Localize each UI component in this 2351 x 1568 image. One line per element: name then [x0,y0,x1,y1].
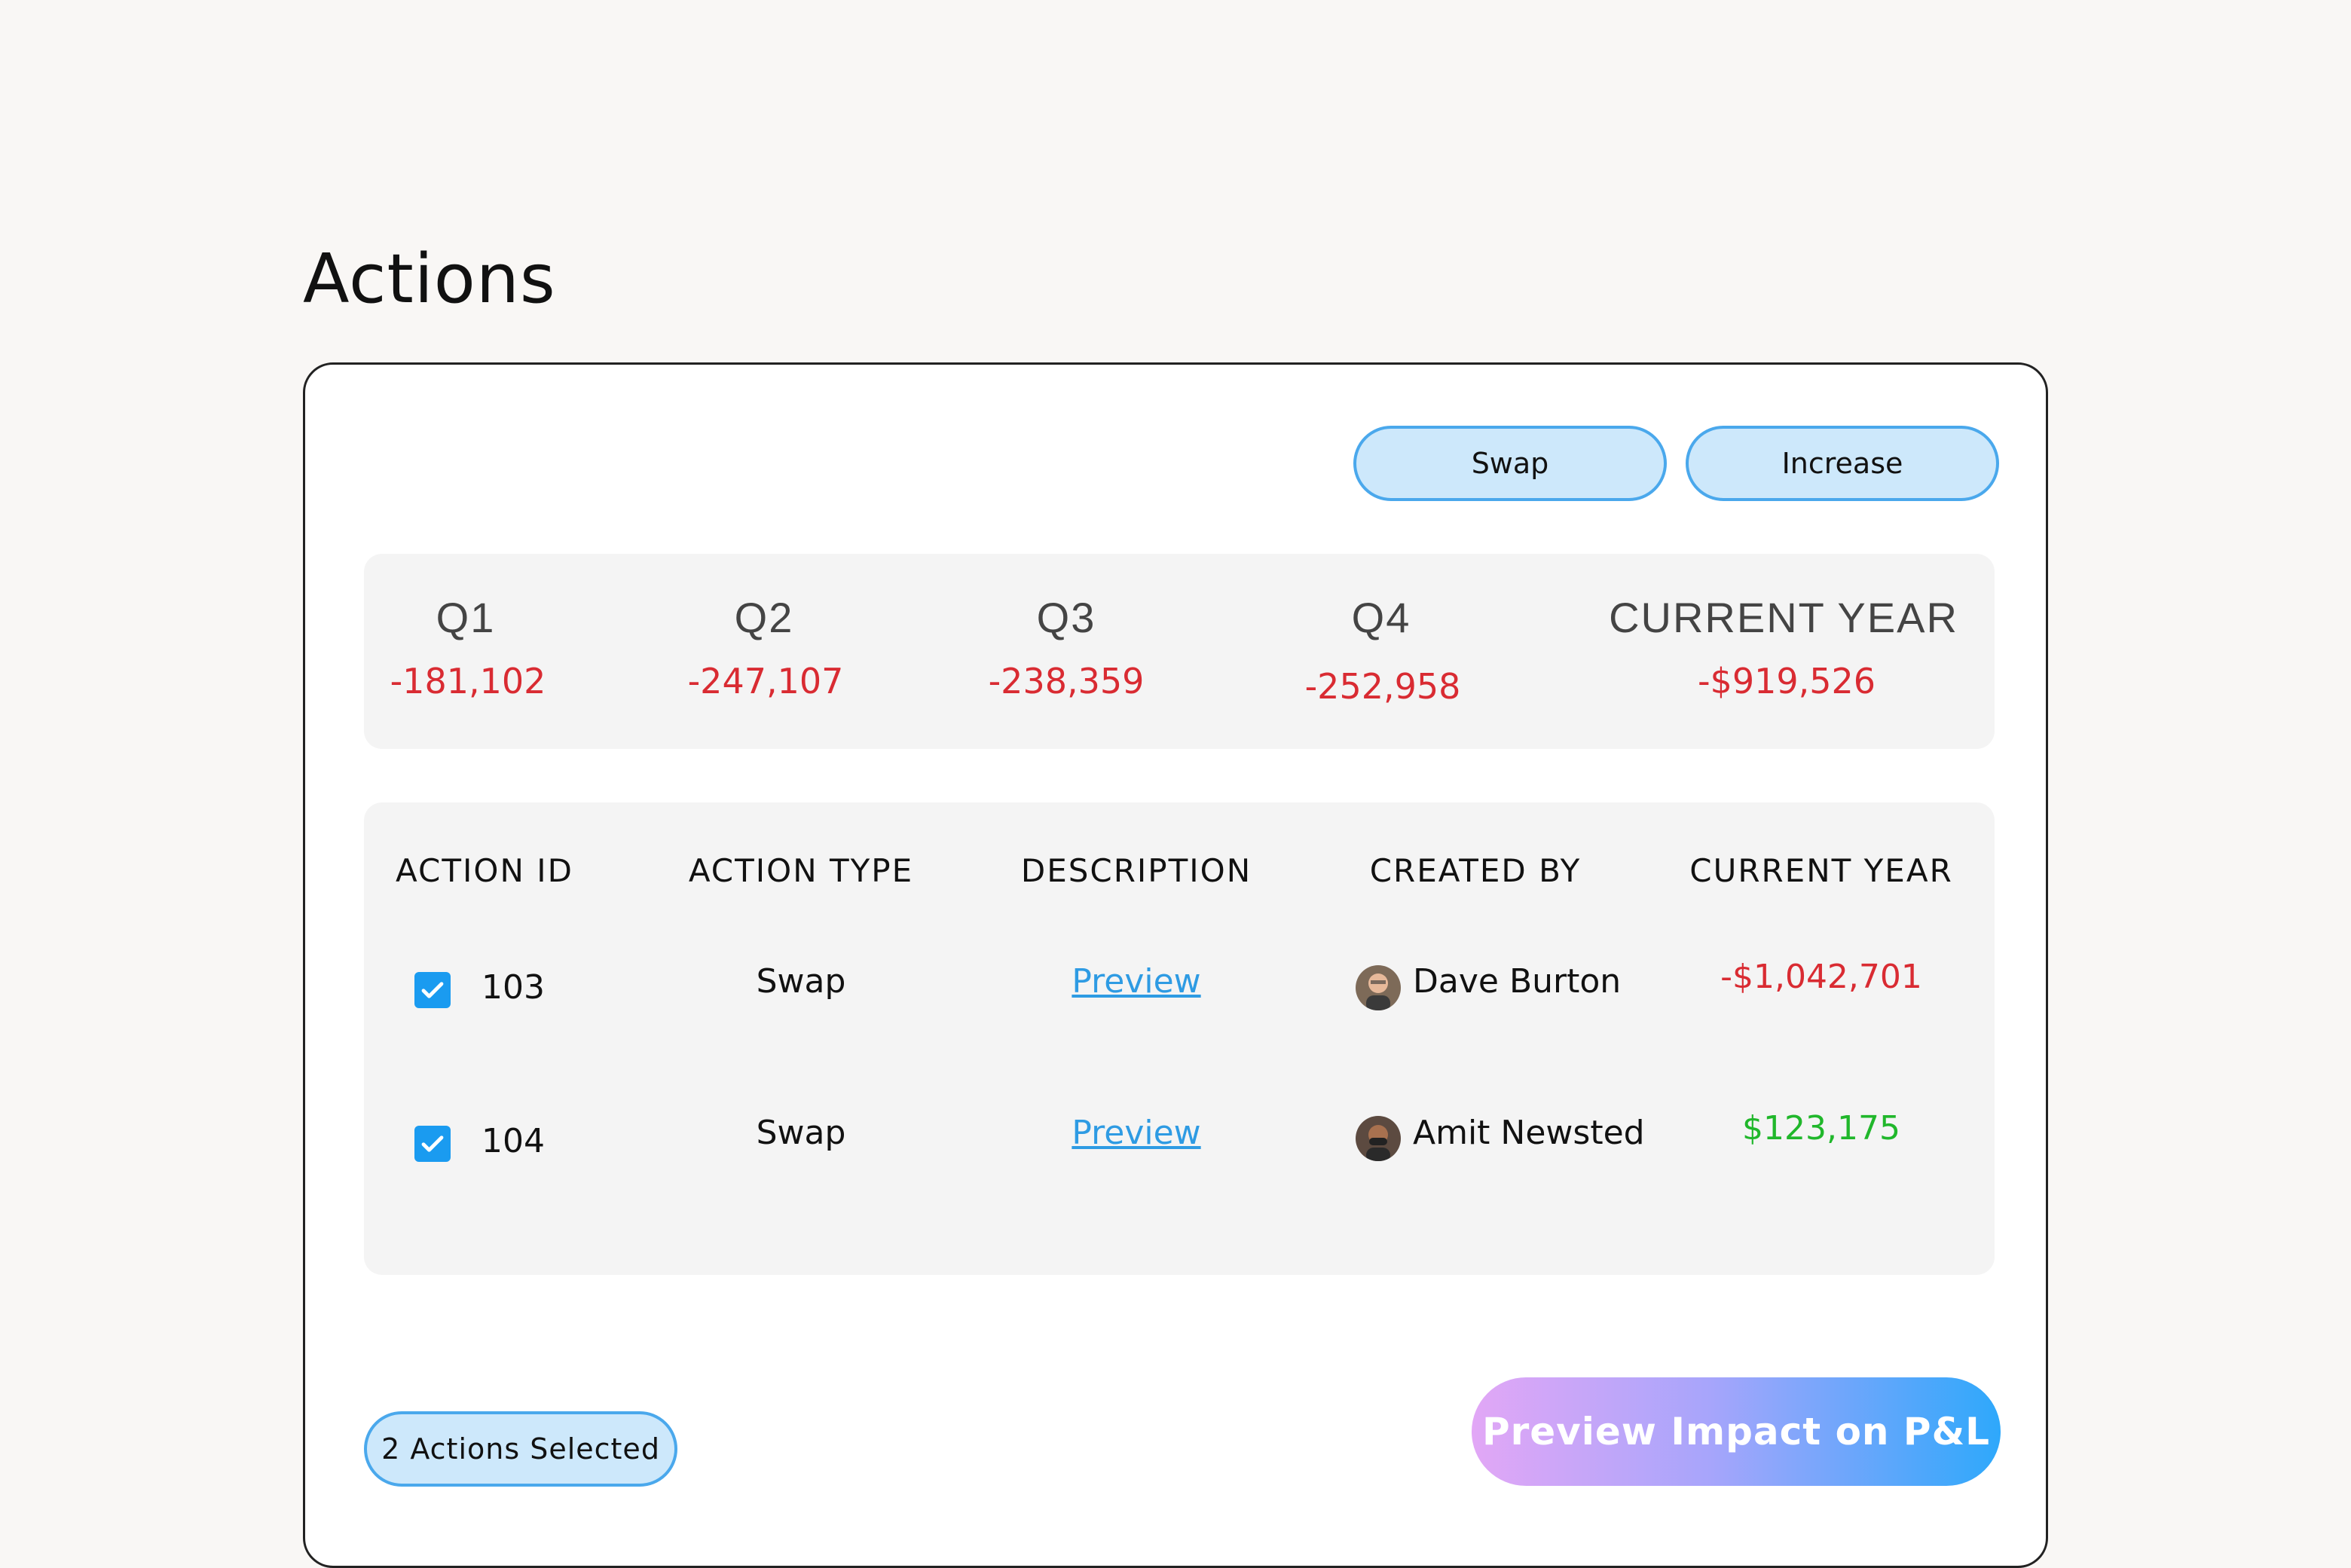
current-year-amount: $123,175 [1742,1109,1900,1148]
row-checkbox[interactable] [414,972,451,1008]
header-action-id: ACTION ID [396,852,573,889]
actions-table: ACTION ID ACTION TYPE DESCRIPTION CREATE… [364,802,1995,1275]
avatar [1356,965,1401,1010]
page-title: Actions [303,240,556,319]
actions-panel: Swap Increase Q1 -181,102 Q2 -247,107 Q3… [303,362,2048,1568]
description-preview-link[interactable]: Preview [1072,1114,1201,1152]
check-icon [421,1136,444,1152]
check-icon [421,982,444,998]
q3-value: -238,359 [988,661,1145,701]
q4-value: -252,958 [1304,666,1461,707]
header-action-type: ACTION TYPE [688,852,914,889]
current-year-value: -$919,526 [1697,661,1876,701]
increase-button[interactable]: Increase [1686,426,1999,501]
action-id: 104 [482,1122,545,1160]
preview-impact-button[interactable]: Preview Impact on P&L [1472,1377,2001,1486]
q3-label: Q3 [1036,594,1096,641]
actions-selected-badge: 2 Actions Selected [364,1411,677,1487]
action-type: Swap [756,1114,846,1152]
header-current-year: CURRENT YEAR [1689,852,1953,889]
q1-label: Q1 [436,594,496,641]
created-by-name: Dave Burton [1413,962,1622,1001]
row-checkbox[interactable] [414,1126,451,1162]
quarter-summary: Q1 -181,102 Q2 -247,107 Q3 -238,359 Q4 -… [364,554,1995,749]
q1-value: -181,102 [390,661,546,701]
description-preview-link[interactable]: Preview [1072,962,1201,1001]
header-created-by: CREATED BY [1369,852,1582,889]
current-year-label: CURRENT YEAR [1609,594,1958,641]
action-id: 103 [482,968,545,1007]
q2-value: -247,107 [687,661,844,701]
current-year-amount: -$1,042,701 [1720,958,1922,996]
q2-label: Q2 [734,594,794,641]
avatar [1356,1116,1401,1161]
swap-button[interactable]: Swap [1353,426,1667,501]
header-description: DESCRIPTION [1020,852,1252,889]
q4-label: Q4 [1351,594,1411,641]
action-type: Swap [756,962,846,1001]
created-by-name: Amit Newsted [1413,1114,1645,1152]
